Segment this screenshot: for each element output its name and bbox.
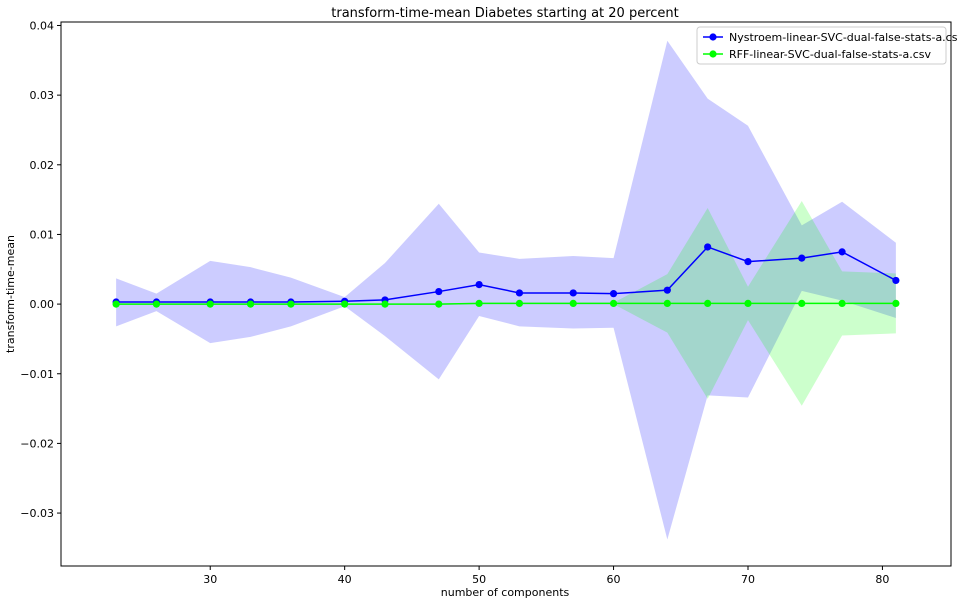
series-0-point bbox=[435, 287, 443, 296]
series-1-point bbox=[435, 300, 443, 308]
series-points bbox=[112, 243, 900, 308]
x-axis: 30 40 50 60 70 80 bbox=[203, 566, 889, 586]
series-1-point bbox=[206, 300, 214, 308]
series-0-point bbox=[663, 286, 671, 294]
y-axis-label: transform-time-mean bbox=[4, 235, 17, 353]
series-1-point bbox=[341, 300, 349, 308]
x-tick-label: 80 bbox=[875, 573, 889, 586]
legend-swatch-marker bbox=[709, 33, 717, 41]
x-tick-label: 50 bbox=[472, 573, 486, 586]
series-1-point bbox=[569, 299, 577, 307]
series-0-point bbox=[744, 258, 752, 266]
plot-frame bbox=[60, 21, 952, 567]
y-tick-label: 0.02 bbox=[30, 159, 55, 172]
y-tick-label: 0.04 bbox=[30, 19, 55, 32]
chart-title: transform-time-mean Diabetes starting at… bbox=[331, 6, 679, 21]
y-tick-label: 0.03 bbox=[30, 89, 55, 102]
series-1-point bbox=[287, 300, 295, 308]
legend-swatch-marker bbox=[709, 50, 717, 58]
x-tick-label: 40 bbox=[338, 573, 352, 586]
legend: Nystroem-linear-SVC-dual-false-stats-a.c… bbox=[696, 26, 958, 65]
series-1-point bbox=[798, 299, 806, 307]
series-1-point bbox=[609, 299, 618, 307]
x-tick-label: 30 bbox=[203, 573, 217, 586]
series-1-point bbox=[515, 299, 524, 307]
series-0-point bbox=[838, 248, 846, 256]
series-1-point bbox=[112, 300, 120, 308]
y-tick-label: 0.00 bbox=[30, 298, 55, 311]
series-0-point bbox=[475, 281, 483, 289]
series-0-point bbox=[609, 290, 618, 298]
series-0-point bbox=[515, 289, 524, 297]
legend-label: RFF-linear-SVC-dual-false-stats-a.csv bbox=[729, 48, 931, 61]
series-1-point bbox=[381, 300, 389, 308]
series-0-line bbox=[116, 246, 897, 303]
series-1-line bbox=[116, 302, 896, 305]
y-axis: −0.03 −0.02 −0.01 0.00 0.01 0.02 0.03 0.04 bbox=[20, 19, 61, 520]
series-1-point bbox=[475, 299, 483, 307]
y-tick-label: −0.01 bbox=[20, 368, 54, 381]
series-1-point bbox=[246, 300, 255, 308]
series-1-point bbox=[704, 299, 712, 307]
series-0-point bbox=[704, 243, 712, 251]
series-lines bbox=[116, 246, 897, 305]
series-1-point bbox=[838, 299, 846, 307]
series-1-point bbox=[152, 300, 161, 308]
series-1-point bbox=[744, 299, 752, 307]
y-tick-label: −0.03 bbox=[20, 507, 54, 520]
legend-box bbox=[696, 26, 947, 65]
legend-label: Nystroem-linear-SVC-dual-false-stats-a.c… bbox=[729, 31, 958, 44]
series-1-point bbox=[892, 299, 900, 307]
series-0-point bbox=[798, 254, 806, 262]
y-tick-label: 0.01 bbox=[30, 228, 55, 241]
x-tick-label: 60 bbox=[607, 573, 621, 586]
y-tick-label: −0.02 bbox=[20, 437, 54, 450]
series-1-point bbox=[663, 299, 671, 307]
x-axis-label: number of components bbox=[441, 586, 570, 599]
x-tick-label: 70 bbox=[741, 573, 755, 586]
series-0-point bbox=[569, 289, 577, 297]
series-0-point bbox=[892, 276, 900, 285]
